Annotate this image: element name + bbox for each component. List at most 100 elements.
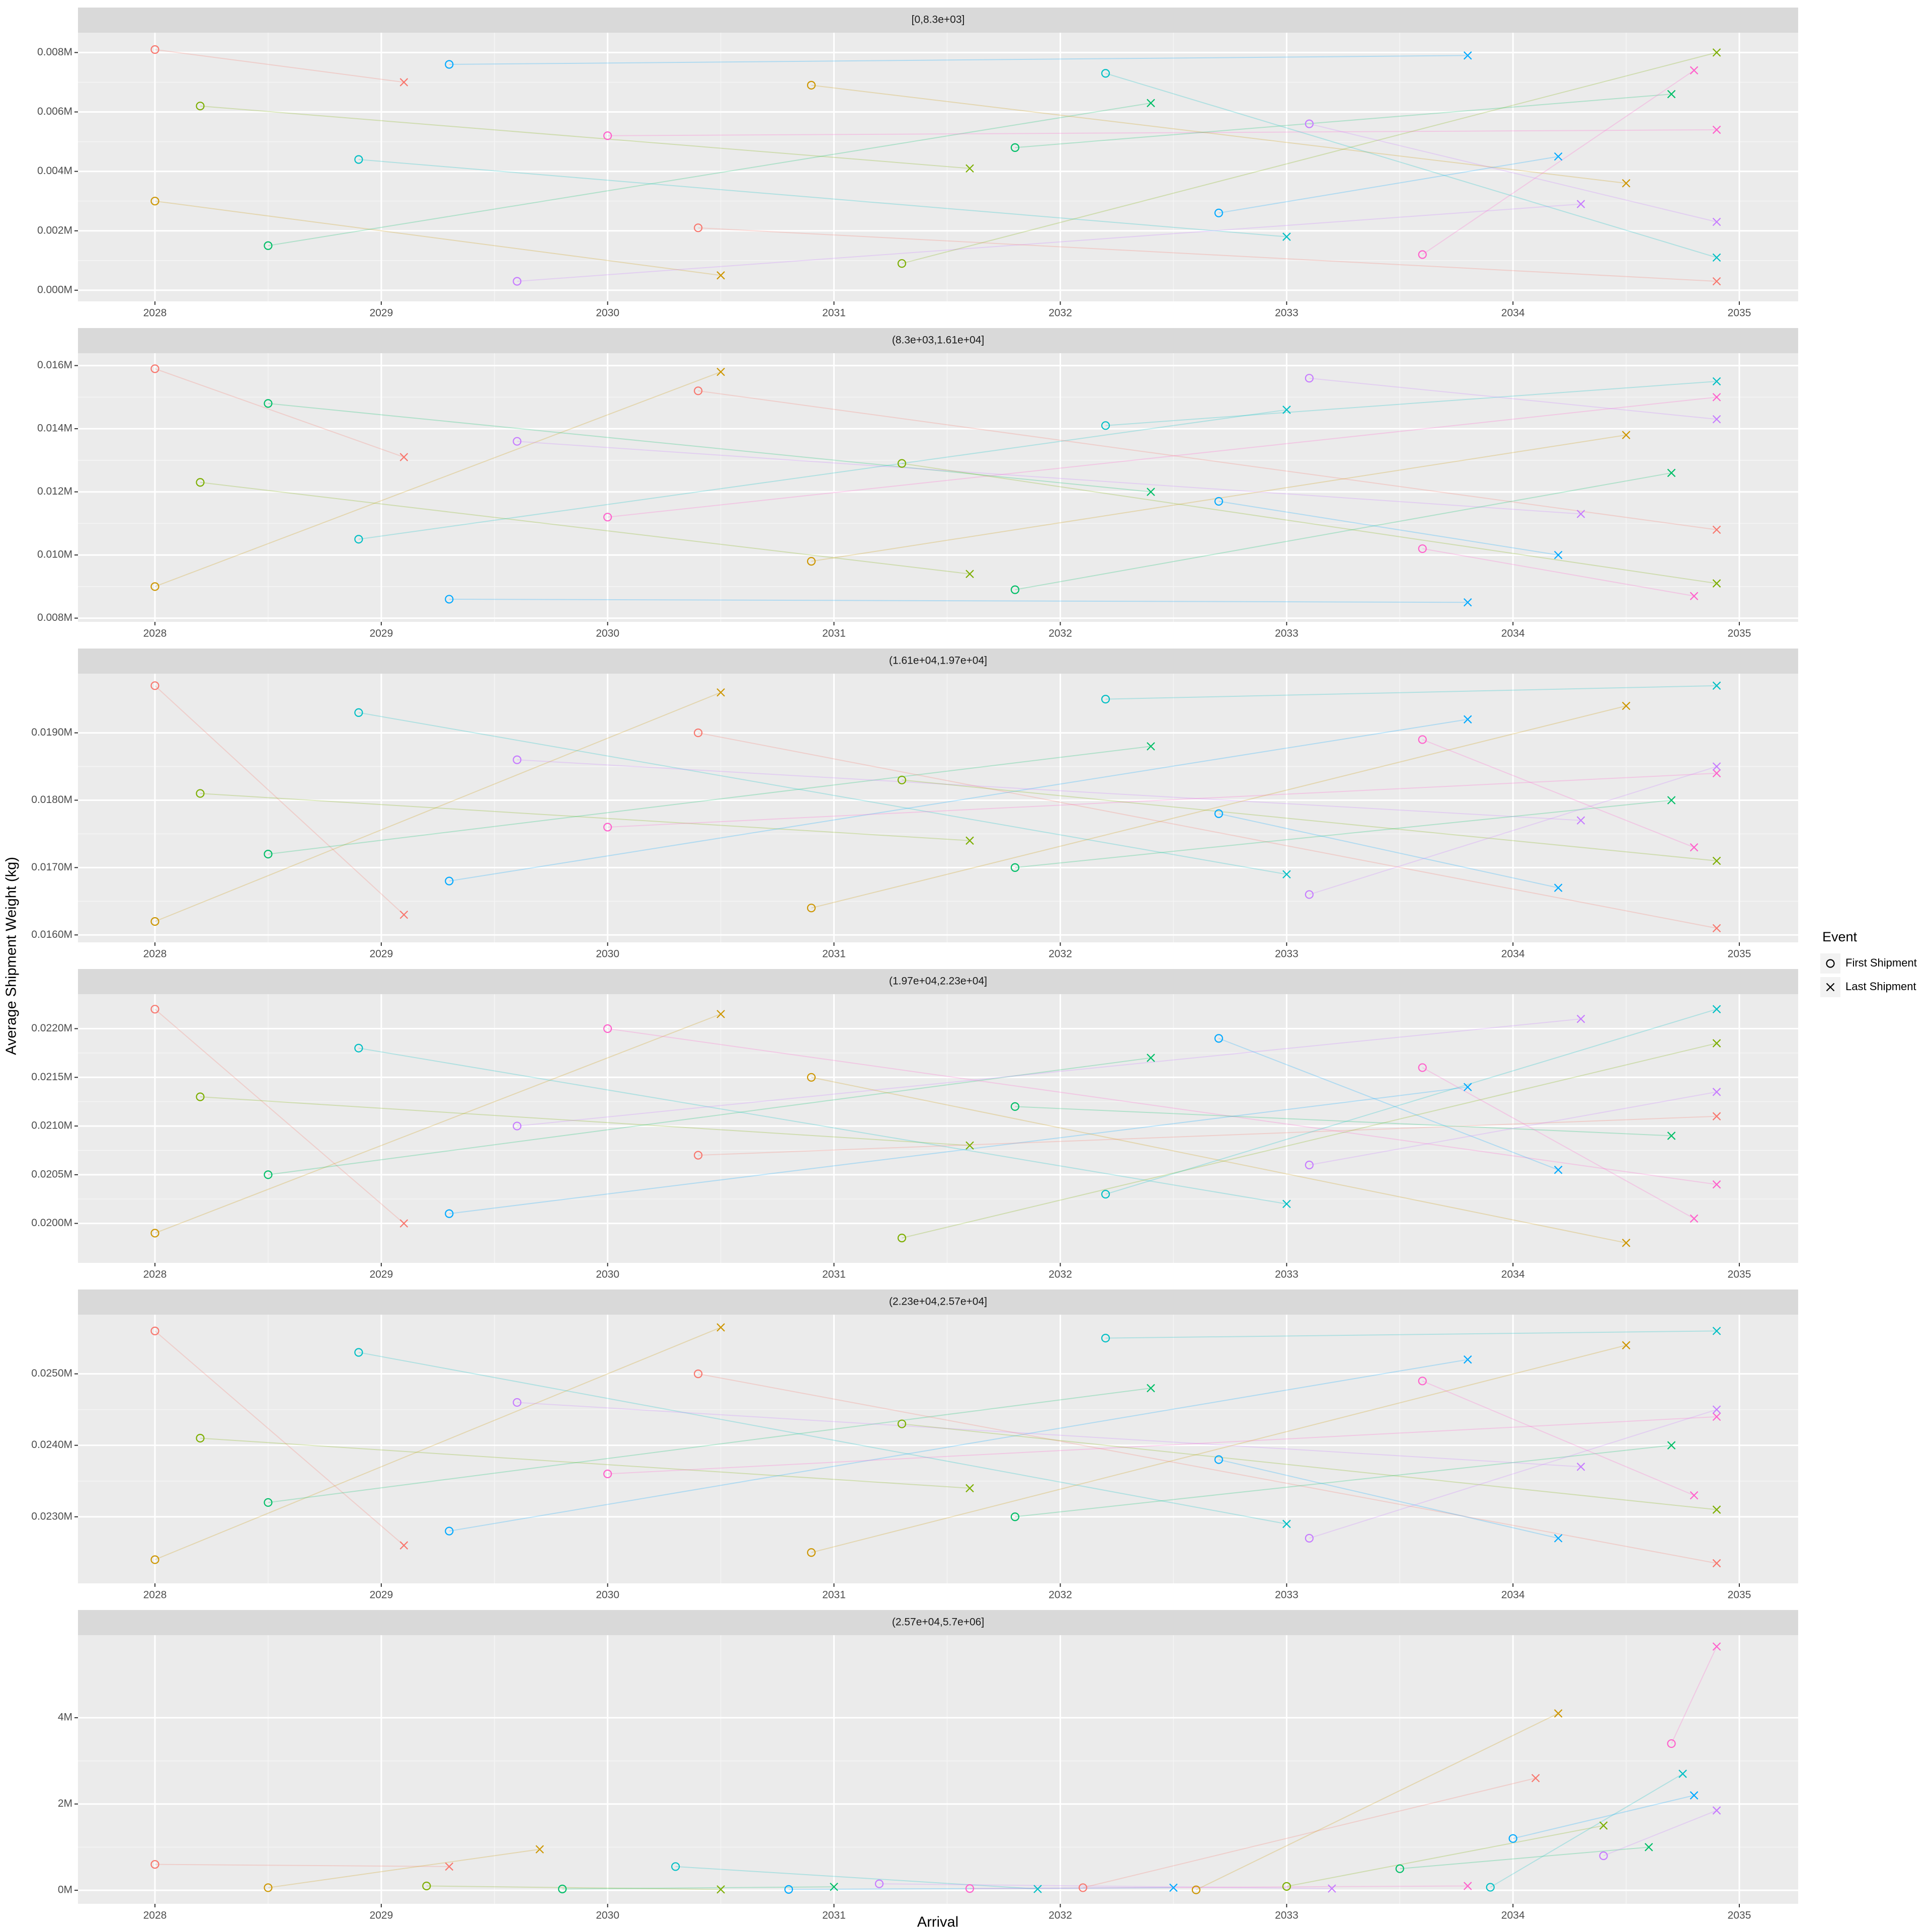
point-circle [354, 1348, 363, 1357]
point-circle [965, 1884, 975, 1893]
x-tick-label: 2028 [143, 1269, 167, 1280]
point-cross [1667, 796, 1676, 804]
point-cross [1554, 1534, 1563, 1543]
point-circle [445, 60, 454, 69]
y-tick-label: 0.0250M [31, 1367, 72, 1379]
x-tick-label: 2033 [1275, 307, 1299, 319]
point-circle [1214, 497, 1223, 506]
trace-line [811, 434, 1627, 562]
x-tick-label: 2029 [369, 628, 393, 639]
x-tick-label: 2035 [1728, 1910, 1751, 1921]
x-tick-label: 2028 [143, 948, 167, 960]
point-cross [965, 570, 974, 579]
trace-line [1400, 1846, 1649, 1870]
trace-line [449, 598, 1468, 603]
x-tick-label: 2031 [822, 1269, 846, 1280]
x-tick-label: 2034 [1501, 948, 1525, 960]
x-tick-label: 2030 [596, 1910, 619, 1921]
point-cross [830, 1882, 838, 1891]
point-circle [1305, 1160, 1314, 1170]
trace-line [1309, 123, 1717, 222]
point-cross [1712, 393, 1721, 401]
trace-line [268, 1057, 1151, 1175]
trace-line [1218, 1037, 1559, 1171]
point-cross [399, 453, 409, 461]
point-cross [1689, 1491, 1699, 1500]
trace-line [154, 1009, 405, 1224]
point-circle [897, 459, 907, 468]
point-cross [1622, 431, 1631, 439]
point-circle [603, 823, 612, 832]
x-tick-label: 2029 [369, 307, 393, 319]
point-cross [1712, 1412, 1721, 1421]
point-circle [264, 1170, 273, 1179]
x-tick-label: 2030 [596, 948, 619, 960]
point-circle [671, 1862, 680, 1871]
point-circle [897, 1419, 907, 1428]
strip [78, 649, 1798, 674]
point-cross [399, 1541, 409, 1550]
point-circle [1101, 695, 1110, 704]
point-cross [1622, 701, 1631, 710]
panel-content [78, 994, 1798, 1263]
point-circle [150, 197, 159, 206]
point-cross [965, 836, 974, 845]
trace-line [268, 403, 1151, 493]
point-cross [1712, 1180, 1721, 1189]
point-cross [1282, 232, 1291, 241]
point-cross [1712, 1088, 1721, 1096]
x-tick-label: 2032 [1049, 948, 1072, 960]
y-tick-label: 0.0205M [31, 1168, 72, 1180]
point-circle [694, 728, 703, 738]
trace-line [1422, 1067, 1695, 1219]
point-cross [1576, 1463, 1585, 1471]
point-circle [1214, 1034, 1223, 1043]
trace-line [154, 1330, 405, 1546]
trace-line [449, 1359, 1468, 1532]
x-tick-label: 2032 [1049, 1910, 1072, 1921]
x-tick-label: 2032 [1049, 1269, 1072, 1280]
point-cross [1712, 253, 1721, 262]
legend-label: First Shipment [1845, 956, 1917, 969]
point-circle [1305, 374, 1314, 383]
point-circle [150, 45, 159, 54]
x-tick-label: 2033 [1275, 948, 1299, 960]
point-cross [1667, 1132, 1676, 1140]
point-cross [1576, 816, 1585, 825]
point-circle [694, 223, 703, 232]
point-cross [1712, 525, 1721, 534]
point-cross [1622, 1341, 1631, 1350]
point-circle [513, 1398, 522, 1407]
point-cross [1531, 1774, 1540, 1783]
panel-content [78, 33, 1798, 301]
trace-line [200, 793, 970, 841]
trace-line [268, 102, 1151, 247]
trace-line [154, 371, 721, 587]
point-circle [1667, 1739, 1676, 1748]
point-cross [1622, 179, 1631, 188]
point-cross [716, 1323, 725, 1332]
point-circle [196, 1092, 205, 1101]
point-circle [1508, 1834, 1517, 1843]
x-tick-label: 2035 [1728, 1589, 1751, 1601]
x-tick-label: 2033 [1275, 1910, 1299, 1921]
point-cross [716, 1885, 725, 1894]
legend-label: Last Shipment [1845, 980, 1916, 993]
trace-line [607, 1416, 1717, 1475]
point-circle [1305, 119, 1314, 128]
strip-label: (8.3e+03,1.61e+04] [892, 335, 984, 346]
y-tick-label: 0.008M [37, 46, 72, 58]
y-tick-label: 0.016M [37, 359, 72, 371]
point-circle [150, 1326, 159, 1335]
panel [78, 994, 1798, 1263]
point-cross [1712, 1005, 1721, 1014]
point-circle [264, 849, 273, 859]
panel-content [78, 1315, 1798, 1583]
x-tick-label: 2033 [1275, 1269, 1299, 1280]
point-circle [897, 259, 907, 268]
point-cross [1554, 152, 1563, 161]
point-cross [1463, 1083, 1472, 1091]
x-tick-label: 2031 [822, 1910, 846, 1921]
trace-line [607, 772, 1717, 828]
x-tick-label: 2028 [143, 1910, 167, 1921]
